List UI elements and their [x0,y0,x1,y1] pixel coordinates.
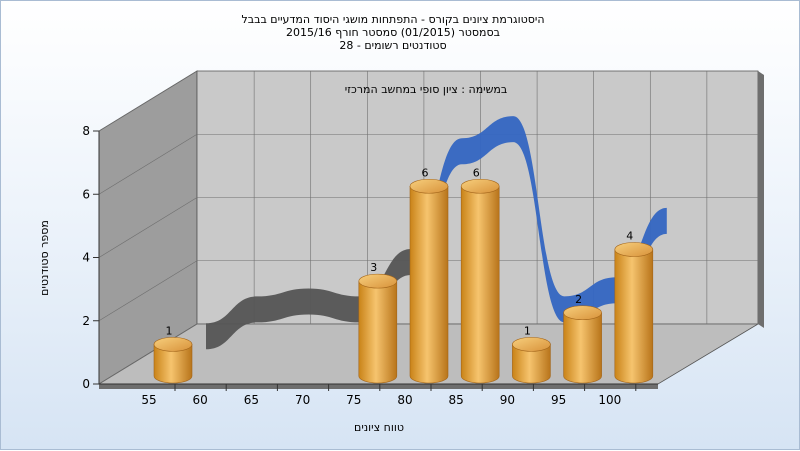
bar-value-label: 2 [575,293,582,306]
x-axis-ticks: 55 60 65 70 75 80 85 90 95 100 [141,384,637,407]
x-tick-label: 60 [193,393,208,407]
bar-body [358,280,398,384]
bar-value-label: 6 [473,166,480,179]
gridline-side [98,70,198,132]
bar [409,178,449,384]
chart-title-line-1: היסטוגרמת ציונים בקורס - התפתחות מושגי ה… [241,13,544,26]
x-tick-label: 95 [551,393,566,407]
bar-top-cap [614,242,654,257]
ribbon-segment-back [206,248,411,350]
bar-body [512,344,551,384]
ribbon-segment-front [410,116,667,323]
bar-top-cap [563,305,602,321]
bar-value-label: 1 [524,324,531,337]
right-wall-edge [758,71,764,328]
bar-value-label: 6 [422,166,429,179]
gridline-side [98,260,198,322]
x-tick-label: 70 [295,393,310,407]
y-axis-ticks: 0 2 4 6 8 [82,124,99,391]
trend-ribbon [206,116,667,350]
y-tick-label: 4 [82,251,90,265]
left-wall-gridlines [98,70,198,385]
y-tick-label: 8 [82,124,90,138]
gridline-side [98,323,198,385]
bar [614,242,654,384]
x-tick-label: 65 [244,393,259,407]
bar [512,337,551,384]
x-tick-label: 85 [449,393,464,407]
bar-top-cap [153,337,193,352]
bar [460,178,500,384]
chart-subtitle: במשימה : ציון סופי במחשב המרכזי [345,83,508,96]
y-tick-label: 2 [82,314,90,328]
y-tick-label: 0 [82,377,90,391]
bar-value-label: 3 [370,261,377,274]
x-axis-label: טווח ציונים [354,421,404,434]
y-tick-label: 6 [82,187,90,201]
x-tick-label: 90 [500,393,515,407]
x-tick-label: 80 [397,393,412,407]
bar [563,305,602,384]
bar [358,273,398,384]
bar-top-cap [460,178,500,194]
bar-value-label: 1 [166,324,173,337]
bar-body [460,185,500,384]
x-tick-label: 75 [346,393,361,407]
bar-top-cap [358,273,398,289]
y-axis-label: מספר סטודנטים [38,220,51,296]
bar-value-label: 4 [626,230,633,243]
bar-top-cap [409,178,449,194]
bar-body [409,185,449,384]
bar-body [153,344,193,384]
bar-body [563,312,602,384]
chart-title-line-2: בסמסטר (01/2015) סמסטר חורף 2015/16 [286,26,500,39]
bars-group: 1 3 6 6 1 2 4 [153,166,654,384]
x-tick-label: 55 [141,393,156,407]
gridline-side [98,133,198,195]
x-tick-label: 100 [598,393,621,407]
gridline-side [98,197,198,258]
bar-top-cap [512,337,551,352]
floor-front-edge [99,384,658,389]
chart-title-line-3: סטודנטים רשומים - 28 [339,39,446,52]
bar-body [614,249,654,384]
bar [153,337,193,384]
